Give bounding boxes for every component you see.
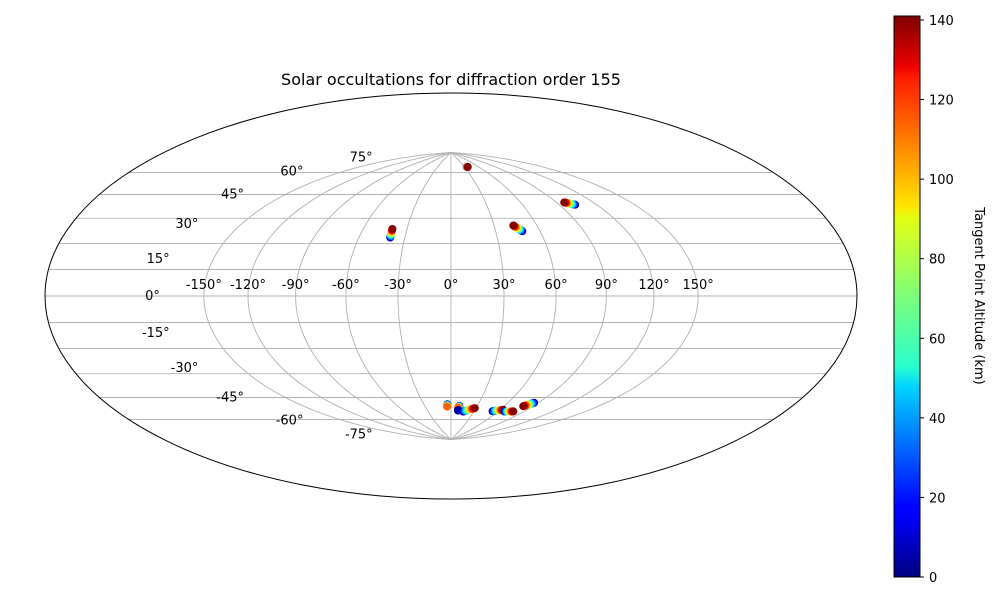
occultation-point: [443, 402, 452, 411]
latitude-tick-label: 15°: [147, 252, 170, 267]
longitude-tick-label: -30°: [384, 278, 412, 293]
occultation-point: [509, 407, 518, 416]
latitude-tick-label: -15°: [142, 326, 170, 341]
occultation-point: [470, 404, 479, 413]
longitude-tick-label: 90°: [595, 278, 618, 293]
occultation-points: [386, 162, 580, 416]
longitude-tick-label: 30°: [492, 278, 515, 293]
occultation-point: [388, 225, 397, 233]
latitude-tick-label: 60°: [280, 165, 303, 180]
latitude-tick-label: -30°: [171, 361, 199, 376]
longitude-tick-label: -60°: [332, 278, 360, 293]
occultation-point: [509, 221, 518, 230]
longitude-tick-label: 0°: [444, 278, 459, 293]
latitude-tick-labels: -75° -60° -45° -30° -15° 0° 15° 30° 45° 60° 75°: [142, 150, 373, 442]
occultation-point: [560, 198, 569, 207]
occultation-point: [519, 402, 528, 411]
longitude-tick-label: -150°: [186, 278, 222, 293]
chart-title: Solar occultations for diffraction order…: [281, 70, 621, 89]
longitude-tick-label: -120°: [230, 278, 266, 293]
colorbar-tick-label: 140: [929, 14, 954, 29]
colorbar-tick-label: 100: [929, 173, 954, 188]
latitude-tick-label: -75°: [345, 428, 373, 443]
occultation-point: [463, 162, 472, 171]
latitude-tick-label: 0°: [145, 289, 160, 304]
longitude-tick-labels: -150° -120° -90° -60° -30° 0° 30° 60° 90° 120° 150…: [186, 278, 714, 293]
colorbar-tick-label: 40: [929, 412, 946, 427]
latitude-tick-label: 30°: [175, 217, 198, 232]
colorbar-label: Tangent Point Altitude (km): [971, 206, 986, 384]
longitude-tick-label: 60°: [545, 278, 568, 293]
latitude-tick-label: -45°: [216, 391, 244, 406]
latitude-tick-label: -60°: [276, 413, 304, 428]
longitude-tick-label: 120°: [638, 278, 669, 293]
longitude-tick-label: 150°: [682, 278, 713, 293]
colorbar-tick-label: 60: [929, 332, 946, 347]
latitude-tick-label: 75°: [350, 150, 373, 165]
colorbar-ticks: 0 20 40 60 80 100 120 140: [920, 14, 954, 586]
map-outline: [44, 92, 858, 500]
colorbar-tick-label: 20: [929, 491, 946, 506]
longitude-tick-label: -90°: [282, 278, 310, 293]
colorbar-gradient: [893, 15, 921, 578]
colorbar: 0 20 40 60 80 100 120 140 Tangent Point Altitud…: [893, 14, 986, 586]
colorbar-tick-label: 0: [929, 571, 937, 586]
colorbar-tick-label: 80: [929, 253, 946, 268]
latitude-tick-label: 45°: [221, 188, 244, 203]
colorbar-tick-label: 120: [929, 94, 954, 109]
